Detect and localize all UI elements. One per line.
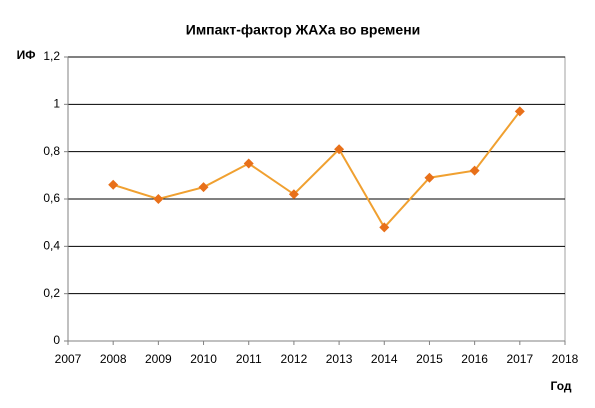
- x-tick-label: 2007: [55, 352, 82, 366]
- x-tick-label: 2012: [281, 352, 308, 366]
- data-point: [424, 172, 435, 183]
- x-tick-label: 2018: [552, 352, 579, 366]
- y-tick-label: 0: [53, 333, 60, 347]
- y-tick-label: 1: [53, 97, 60, 111]
- y-tick-label: 0,8: [43, 144, 60, 158]
- x-tick-label: 2008: [100, 352, 127, 366]
- y-tick-label: 0,4: [43, 239, 60, 253]
- data-point: [288, 189, 299, 200]
- x-tick-label: 2009: [145, 352, 172, 366]
- x-tick-label: 2017: [506, 352, 533, 366]
- data-point: [379, 222, 390, 233]
- data-point: [514, 106, 525, 117]
- x-tick-label: 2010: [190, 352, 217, 366]
- data-point: [469, 165, 480, 176]
- x-tick-label: 2011: [236, 352, 262, 366]
- data-point: [108, 179, 119, 190]
- x-tick-label: 2015: [416, 352, 443, 366]
- data-point: [153, 194, 164, 204]
- data-point: [198, 182, 209, 193]
- data-point: [243, 158, 254, 169]
- chart-title: Импакт-фактор ЖАХа во времени: [186, 22, 421, 38]
- x-axis-label: Год: [551, 379, 572, 393]
- y-axis-label: ИФ: [17, 48, 36, 62]
- x-tick-label: 2013: [326, 352, 353, 366]
- series-line: [112, 110, 521, 230]
- y-tick-label: 0,2: [43, 286, 60, 300]
- data-point: [334, 144, 345, 155]
- y-tick-label: 1,2: [43, 49, 60, 63]
- x-tick-label: 2014: [371, 352, 398, 366]
- x-tick-label: 2016: [461, 352, 488, 366]
- y-tick-label: 0,6: [43, 191, 60, 205]
